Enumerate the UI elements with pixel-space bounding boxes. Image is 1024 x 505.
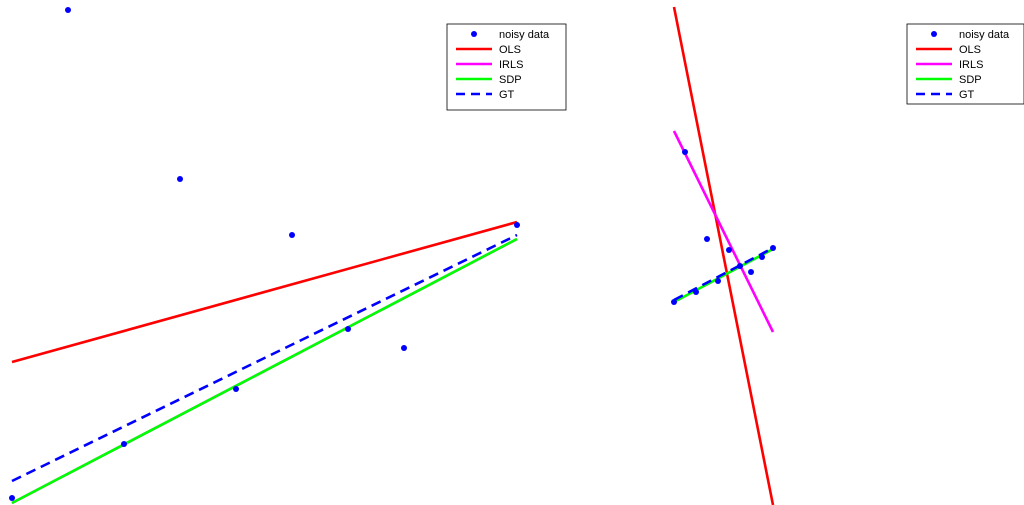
left-legend-marker-0 [471, 31, 477, 37]
right-noisy-data-point [770, 245, 776, 251]
right-noisy-data-point [759, 254, 765, 260]
right-legend-label: noisy data [959, 29, 1010, 41]
left-noisy-data-point [177, 176, 183, 182]
left-legend-label: IRLS [499, 59, 523, 71]
panel-left: noisy data OLS IRLS SDP GT [9, 7, 567, 505]
right-noisy-data-point [737, 263, 743, 269]
right-series-line-irls [672, 130, 775, 333]
right-legend-label: SDP [959, 74, 982, 86]
left-noisy-data-point [401, 345, 407, 351]
right-series-line-sdp [673, 247, 774, 304]
plot-points-right [671, 149, 776, 305]
left-legend-label: noisy data [499, 29, 550, 41]
left-noisy-data-point [65, 7, 71, 13]
plot-lines-left [11, 220, 518, 505]
right-legend-label: OLS [959, 44, 981, 56]
left-noisy-data-point [289, 232, 295, 238]
plot-lines-right [672, 6, 775, 505]
right-noisy-data-point [671, 299, 677, 305]
plot-points-left [9, 7, 520, 501]
left-legend-box [446, 23, 567, 111]
right-legend-label: GT [959, 89, 975, 101]
left-noisy-data-point [9, 495, 15, 501]
left-series-line-gt [11, 233, 518, 483]
left-noisy-data-point [345, 326, 351, 332]
left-noisy-data-point [121, 441, 127, 447]
left-legend-label: OLS [499, 44, 521, 56]
right-noisy-data-point [726, 247, 732, 253]
left-legend-label: GT [499, 89, 515, 101]
left-noisy-data-point [233, 386, 239, 392]
left-noisy-data-point [514, 222, 520, 228]
right-noisy-data-point [682, 149, 688, 155]
right-noisy-data-point [748, 269, 754, 275]
left-series-line-ols [11, 220, 518, 364]
right-noisy-data-point [715, 278, 721, 284]
left-legend-label: SDP [499, 74, 522, 86]
right-legend-label: IRLS [959, 59, 983, 71]
right-series-line-gt [673, 246, 774, 302]
right-series-line-ols [672, 6, 775, 505]
legend-right: noisy data OLS IRLS SDP GT [906, 23, 1024, 105]
panel-right: noisy data OLS IRLS SDP GT [671, 6, 1024, 505]
right-legend-marker-0 [931, 31, 937, 37]
right-noisy-data-point [704, 236, 710, 242]
legend-left: noisy data OLS IRLS SDP GT [446, 23, 567, 111]
right-noisy-data-point [693, 289, 699, 295]
left-series-line-sdp [11, 237, 518, 505]
